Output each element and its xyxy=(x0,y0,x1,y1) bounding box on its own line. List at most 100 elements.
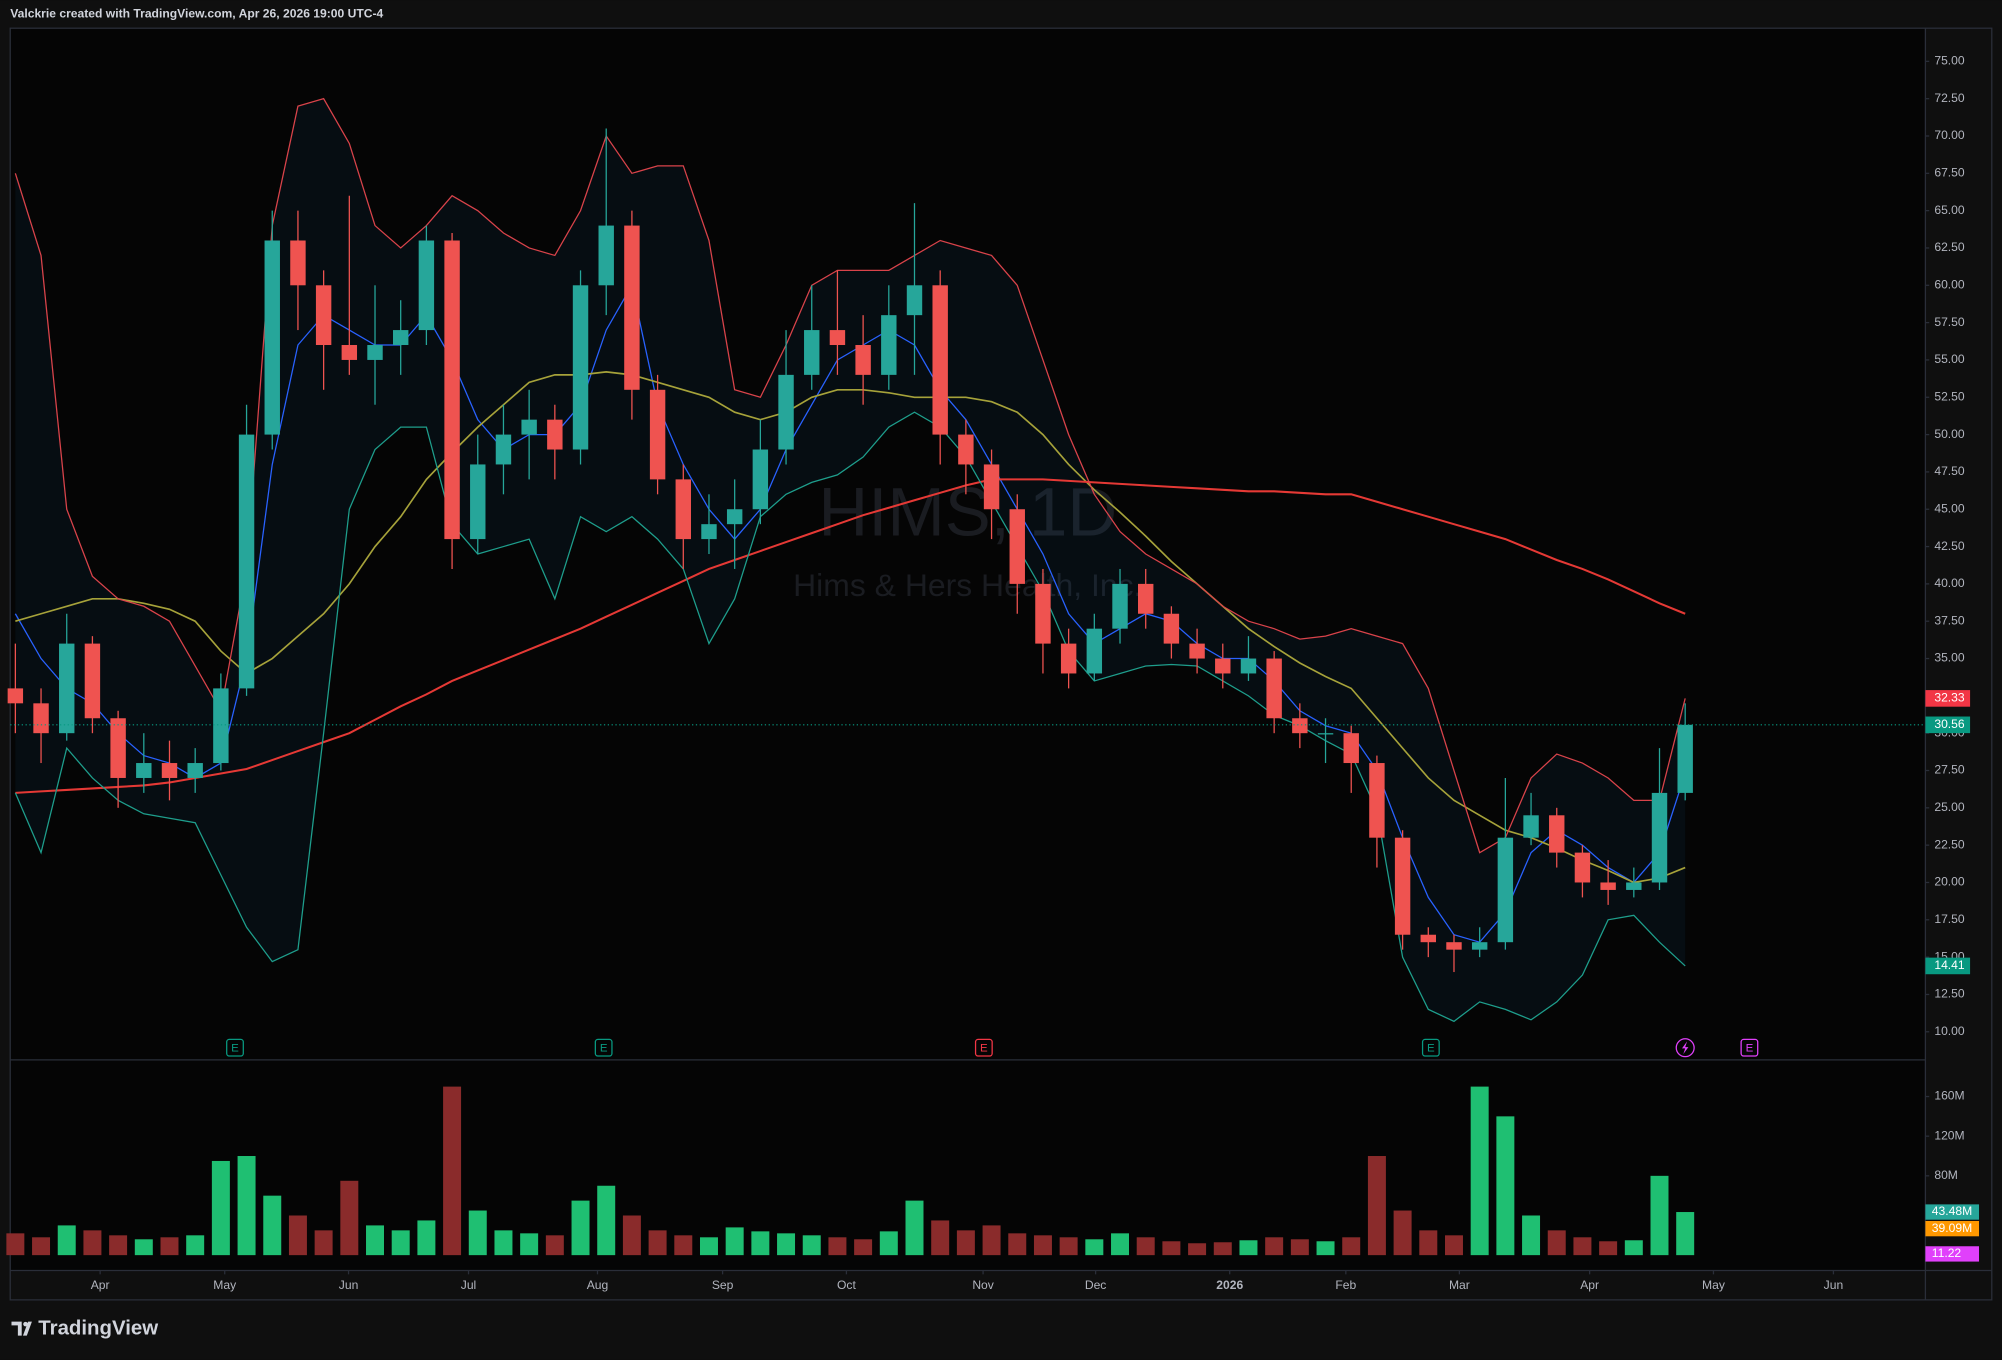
candle-body xyxy=(470,464,486,540)
candle-body xyxy=(932,285,948,435)
candle-body xyxy=(33,703,49,734)
volume-bar xyxy=(1367,1156,1386,1256)
x-tick-label: Feb xyxy=(1335,1278,1356,1292)
volume-bar xyxy=(1213,1242,1232,1256)
volume-bar xyxy=(366,1225,385,1256)
volume-bar xyxy=(1522,1215,1541,1256)
volume-marker xyxy=(1925,1220,1980,1237)
candle-body xyxy=(1035,583,1051,644)
candle-body xyxy=(1215,658,1231,674)
price-marker xyxy=(1925,716,1971,734)
earnings-icon xyxy=(1421,1038,1440,1057)
x-tick-label: Oct xyxy=(837,1278,856,1292)
volume-bar xyxy=(854,1239,873,1256)
y-tick-label: 17.50 xyxy=(1934,912,1965,926)
volume-bar xyxy=(263,1195,282,1256)
volume-bar xyxy=(134,1239,153,1256)
y-tick-label: 35.00 xyxy=(1934,651,1965,665)
y-tick-label: 55.00 xyxy=(1934,352,1965,366)
volume-bar xyxy=(1676,1212,1695,1256)
y-tick-label: 50.00 xyxy=(1934,427,1965,441)
price-marker xyxy=(1925,957,1971,975)
chart-frame xyxy=(9,27,1993,1301)
volume-bar xyxy=(1650,1175,1669,1256)
indicator-line xyxy=(14,97,1686,854)
volume-bar xyxy=(340,1180,359,1256)
candle-body xyxy=(1446,942,1462,950)
volume-marker-label: 43.48M xyxy=(1932,1204,1972,1218)
indicator-line xyxy=(14,411,1686,1023)
candle-body xyxy=(649,389,666,480)
volume-bar xyxy=(1624,1240,1643,1256)
y-tick-label: 72.50 xyxy=(1934,91,1965,105)
volume-bar xyxy=(545,1235,564,1256)
candle-body xyxy=(983,464,1000,510)
indicator-line xyxy=(15,478,1686,794)
earnings-icon xyxy=(594,1038,613,1057)
candle-body xyxy=(84,643,101,719)
candle-body xyxy=(238,434,255,689)
volume-bar xyxy=(1290,1239,1309,1256)
candle-body xyxy=(1009,509,1025,584)
price-marker xyxy=(1925,690,1971,707)
candle-body xyxy=(187,763,203,778)
candle-body xyxy=(1394,837,1411,935)
volume-bar xyxy=(1599,1241,1618,1256)
candle-body xyxy=(1677,724,1693,793)
volume-tick-label: 80M xyxy=(1934,1168,1958,1182)
candle-body xyxy=(572,285,589,450)
volume-bar xyxy=(83,1230,102,1256)
y-tick-label: 47.50 xyxy=(1934,464,1965,478)
candle-body xyxy=(161,763,178,778)
candle-body xyxy=(906,285,923,316)
candle-body xyxy=(521,419,537,435)
candle-body xyxy=(1343,733,1359,764)
candle-body xyxy=(1189,643,1205,659)
watermark-name: Hims & Hers Health, Inc. xyxy=(793,567,1142,603)
x-tick-label: Mar xyxy=(1449,1278,1470,1292)
header-text: Valckrie created with TradingView.com, A… xyxy=(10,6,383,20)
candle-body xyxy=(1112,583,1128,629)
volume-bar xyxy=(828,1237,847,1256)
volume-bar xyxy=(1008,1233,1027,1256)
volume-bar xyxy=(674,1235,693,1256)
candle-body xyxy=(1574,852,1591,883)
earnings-label: E xyxy=(1427,1042,1435,1054)
volume-bar xyxy=(1419,1230,1438,1256)
candle-body xyxy=(1137,583,1154,614)
candle-body xyxy=(392,330,409,346)
x-tick-label: Nov xyxy=(972,1278,994,1292)
volume-bar xyxy=(32,1237,51,1256)
volume-bar xyxy=(6,1233,25,1256)
x-tick-label: Apr xyxy=(91,1278,110,1292)
volume-bar xyxy=(160,1237,179,1256)
y-tick-label: 57.50 xyxy=(1934,315,1965,329)
chart-layer: 10.0012.5015.0017.5020.0022.5025.0027.50… xyxy=(6,54,1980,1292)
y-tick-label: 45.00 xyxy=(1934,501,1965,515)
volume-bar xyxy=(571,1200,590,1256)
candle-body xyxy=(7,688,24,704)
candle-body xyxy=(110,718,126,778)
earnings-icon xyxy=(226,1038,244,1057)
volume-bar xyxy=(1033,1235,1052,1256)
volume-bar xyxy=(1470,1086,1489,1256)
dividend-bolt xyxy=(1682,1041,1689,1055)
logo-dot xyxy=(23,1321,28,1327)
candle-body xyxy=(1420,934,1437,943)
volume-bar xyxy=(956,1230,975,1256)
volume-bar xyxy=(1496,1116,1515,1256)
y-tick-label: 67.50 xyxy=(1934,166,1965,180)
candle-body xyxy=(367,345,383,360)
volume-bar xyxy=(1085,1239,1104,1256)
candle-body xyxy=(1523,815,1539,838)
earnings-label: E xyxy=(980,1042,988,1054)
volume-bar xyxy=(237,1156,256,1256)
candle-body xyxy=(1317,733,1334,735)
candle-body xyxy=(881,315,897,375)
volume-bar xyxy=(468,1210,487,1256)
candle-body xyxy=(1497,837,1514,943)
y-tick-label: 12.50 xyxy=(1934,987,1965,1001)
earnings-label: E xyxy=(600,1042,608,1054)
earnings-icon xyxy=(974,1038,993,1057)
dividend-icon xyxy=(1675,1038,1695,1058)
